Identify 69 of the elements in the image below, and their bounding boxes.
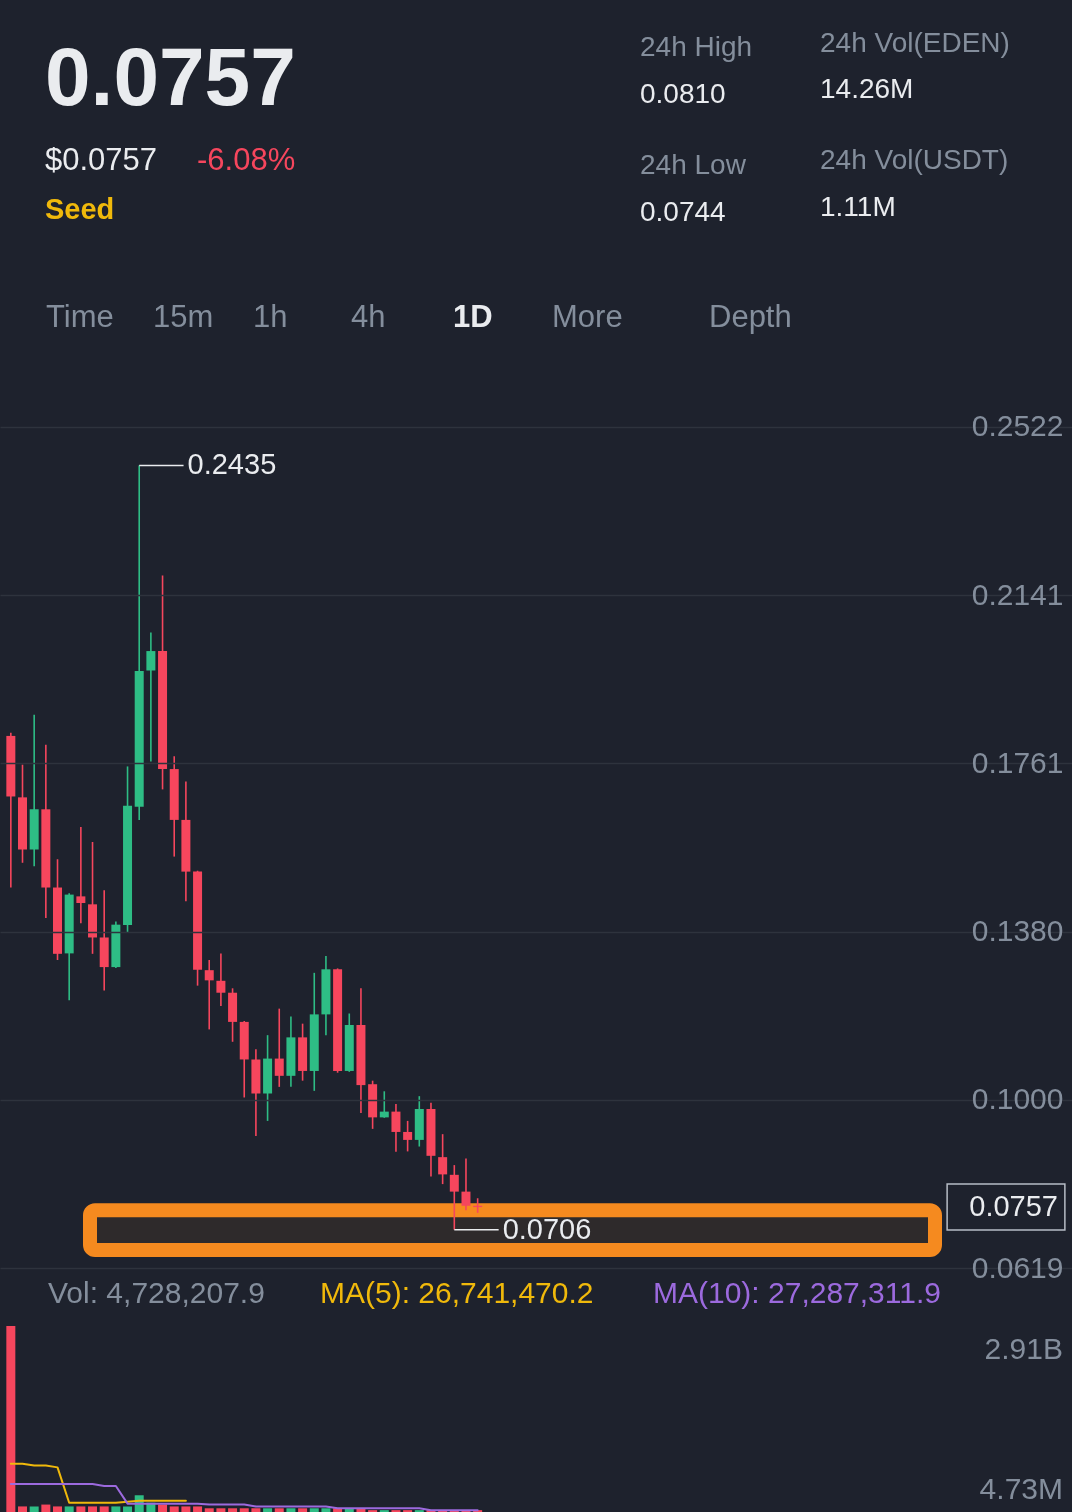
candlestick (438, 1133, 448, 1185)
bar (41, 1504, 51, 1512)
candlestick (449, 1164, 459, 1231)
annotation: 0.0810 (640, 78, 726, 109)
bar (274, 1508, 284, 1512)
annotation: Depth (709, 299, 792, 334)
annotation: 24h Vol(EDEN) (820, 27, 1010, 58)
bar (286, 1508, 296, 1512)
bar (64, 1506, 74, 1512)
annotation: 24h High (640, 31, 753, 62)
annotation: 24h Vol(USDT) (820, 144, 1009, 175)
candlestick (391, 1103, 401, 1153)
bar (216, 1508, 226, 1512)
bar (18, 1506, 28, 1512)
annotation: 0.0757 (45, 31, 296, 122)
annotation: 1D (453, 299, 493, 334)
bar (251, 1508, 261, 1512)
bar (181, 1506, 191, 1512)
annotation: 24h Low (640, 149, 747, 180)
annotation: 4.73M (979, 1472, 1063, 1505)
y-tick-label: 0.2141 (971, 577, 1064, 611)
annotation: $0.0757 (45, 142, 158, 177)
text: MA(5): 26,741,470.2 (320, 1276, 594, 1309)
y-tick-label: 0.1761 (971, 745, 1064, 779)
bar (158, 1504, 168, 1512)
text: 0.0757 (969, 1190, 1058, 1223)
bar (239, 1508, 249, 1512)
text: MA(10): 27,287,311.9 (653, 1276, 941, 1309)
annotation: 0.0706 (502, 1212, 592, 1245)
bar (29, 1506, 39, 1512)
annotation: 0.2435 (187, 448, 277, 481)
annotation: 2.91B (984, 1332, 1063, 1365)
bar (53, 1506, 63, 1512)
annotation: 14.26M (820, 73, 914, 104)
bar (309, 1508, 319, 1512)
y-tick-label: 0.1000 (971, 1082, 1064, 1116)
annotation: 0.0744 (640, 196, 726, 227)
annotation: 1.11M (820, 191, 896, 222)
bar (123, 1506, 133, 1512)
y-tick-label: 0.2522 (971, 409, 1064, 443)
candlestick (274, 1007, 284, 1088)
annotation: Seed (45, 193, 115, 225)
bar (263, 1508, 273, 1512)
annotation: 4h (351, 299, 386, 334)
candlestick (204, 959, 214, 1031)
bar (228, 1508, 238, 1512)
series-label: Vol: 4,728,207.9 (48, 1276, 265, 1309)
y-tick-label: 0.1380 (971, 914, 1064, 948)
annotation: More (552, 299, 623, 334)
annotation: 1h (253, 299, 288, 334)
bar (6, 1326, 16, 1512)
bar (169, 1506, 179, 1512)
bar (99, 1506, 109, 1512)
bar (193, 1506, 203, 1512)
bar (76, 1506, 86, 1512)
candlestick (403, 1120, 413, 1153)
annotation: -6.08% (197, 142, 296, 177)
candlestick (76, 826, 86, 925)
bar (111, 1506, 121, 1512)
candlestick (461, 1157, 471, 1211)
bar (88, 1506, 98, 1512)
candlestick (146, 631, 156, 763)
annotation: 15m (153, 299, 214, 334)
bar (204, 1508, 214, 1512)
bar (321, 1508, 331, 1512)
candlestick (216, 952, 226, 1007)
bar (298, 1508, 308, 1512)
y-tick-label: 0.0619 (971, 1250, 1064, 1284)
annotation: Time (46, 299, 114, 334)
